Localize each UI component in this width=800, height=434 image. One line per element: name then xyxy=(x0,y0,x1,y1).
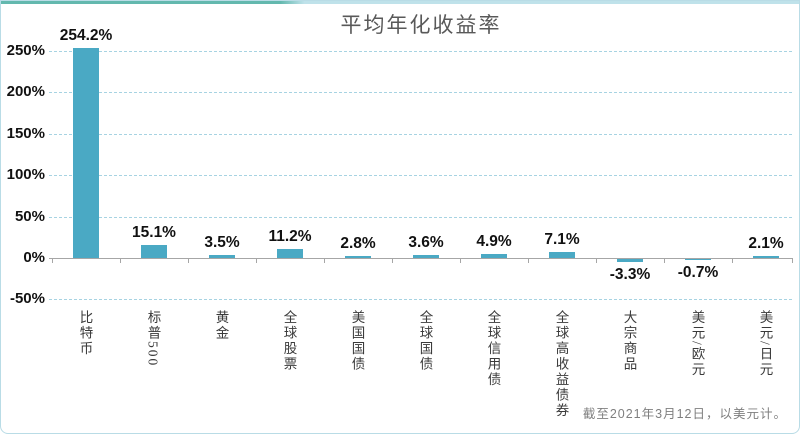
gridline-150% xyxy=(49,133,793,135)
x-category-label: 美元/日元 xyxy=(757,310,773,378)
y-axis-tick-label: 50% xyxy=(14,207,45,225)
x-axis-line xyxy=(49,258,793,259)
bar-value-label: 2.1% xyxy=(748,235,784,253)
x-axis-tick xyxy=(460,259,461,263)
x-axis-tick xyxy=(324,259,325,263)
x-category-label: 黄金 xyxy=(213,310,229,341)
x-axis-tick xyxy=(528,259,529,263)
y-axis-tick-label: 100% xyxy=(6,166,45,184)
bar-美国国债 xyxy=(345,255,371,258)
bar-黄金 xyxy=(209,255,235,258)
x-axis-tick xyxy=(188,259,189,263)
gridline--50% xyxy=(49,299,793,301)
x-category-label: 全球国债 xyxy=(417,310,433,372)
x-category-label: 美国国债 xyxy=(349,310,365,372)
y-axis-tick-label: -50% xyxy=(9,290,45,308)
x-category-label: 标普500 xyxy=(145,310,161,368)
x-category-label: 比特币 xyxy=(77,310,93,357)
y-axis-tick-label: 200% xyxy=(6,83,45,101)
bar-美元/欧元 xyxy=(685,259,711,260)
bar-全球股票 xyxy=(277,248,303,258)
x-axis-tick xyxy=(732,259,733,263)
x-axis-tick xyxy=(664,259,665,263)
bar-value-label: 2.8% xyxy=(340,234,376,252)
bar-大宗商品 xyxy=(617,259,643,262)
chart-title: 平均年化收益率 xyxy=(340,13,502,37)
bar-value-label: 15.1% xyxy=(132,224,176,242)
x-axis-tick xyxy=(120,259,121,263)
x-category-label: 全球高收益债券 xyxy=(553,310,569,419)
y-axis-tick-label: 250% xyxy=(6,42,45,59)
x-axis-tick xyxy=(596,259,597,263)
bar-value-label: 4.9% xyxy=(476,232,512,250)
x-axis-tick xyxy=(256,259,257,263)
bar-value-label: -3.3% xyxy=(609,265,651,283)
bar-value-label: 7.1% xyxy=(544,231,580,249)
chart-footnote: 截至2021年3月12日，以美元计。 xyxy=(582,407,787,421)
x-category-label: 全球股票 xyxy=(281,310,297,372)
bar-全球信用债 xyxy=(481,253,507,258)
y-axis-tick-label: 0% xyxy=(23,249,45,266)
bar-比特币 xyxy=(73,47,99,258)
x-category-label: 大宗商品 xyxy=(621,310,637,372)
bar-value-label: 3.6% xyxy=(408,234,444,252)
bar-value-label: 254.2% xyxy=(59,26,113,44)
gridline-100% xyxy=(49,175,793,177)
bar-美元/日元 xyxy=(753,256,779,258)
bar-标普500 xyxy=(141,245,167,258)
x-axis-tick xyxy=(392,259,393,263)
gridline-250% xyxy=(49,51,793,52)
bar-全球国债 xyxy=(413,255,439,258)
x-category-label: 美元/欧元 xyxy=(689,310,705,378)
x-category-label: 全球信用债 xyxy=(485,310,501,388)
bar-全球高收益债券 xyxy=(549,252,575,258)
top-accent-bar xyxy=(1,1,799,4)
x-axis-tick xyxy=(792,259,793,263)
gridline-200% xyxy=(49,92,793,94)
bar-value-label: -0.7% xyxy=(677,264,719,281)
bar-value-label: 11.2% xyxy=(268,227,312,245)
gridline-50% xyxy=(49,216,793,218)
y-axis-tick-label: 150% xyxy=(6,124,45,142)
x-axis-tick xyxy=(52,259,53,263)
bar-value-label: 3.5% xyxy=(204,234,240,252)
